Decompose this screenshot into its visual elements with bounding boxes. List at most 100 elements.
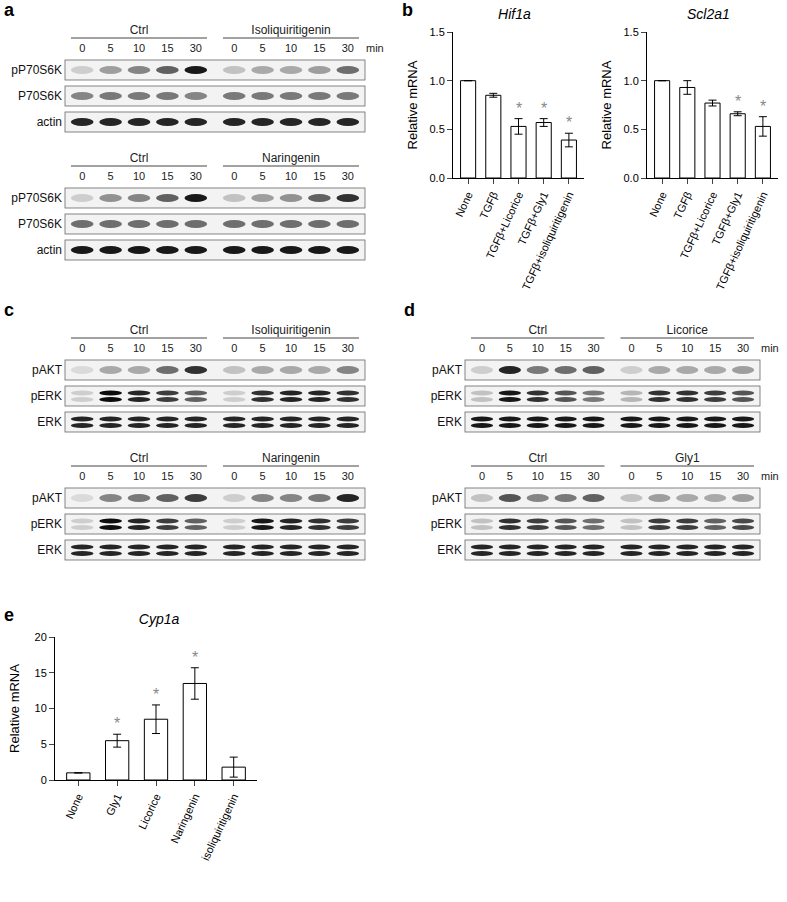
svg-text:15: 15 (161, 42, 173, 54)
svg-text:10: 10 (532, 470, 544, 482)
svg-text:ERK: ERK (437, 415, 462, 429)
svg-text:5: 5 (260, 42, 266, 54)
svg-text:pAKT: pAKT (432, 491, 463, 505)
svg-text:P70S6K: P70S6K (18, 89, 62, 103)
svg-text:Gly1: Gly1 (104, 792, 124, 818)
svg-text:5: 5 (656, 342, 662, 354)
svg-text:a: a (4, 0, 15, 20)
svg-text:5: 5 (108, 42, 114, 54)
svg-text:TGFβ: TGFβ (671, 190, 694, 221)
svg-text:None: None (647, 190, 669, 219)
svg-text:0.0: 0.0 (624, 172, 639, 184)
svg-text:ERK: ERK (37, 543, 62, 557)
svg-text:30: 30 (342, 342, 354, 354)
svg-text:5: 5 (260, 342, 266, 354)
svg-text:*: * (192, 649, 198, 666)
svg-text:TGFβ+Licorice: TGFβ+Licorice (484, 190, 526, 261)
svg-text:1.0: 1.0 (430, 75, 445, 87)
svg-text:5: 5 (260, 170, 266, 182)
svg-text:10: 10 (35, 702, 47, 714)
svg-text:10: 10 (133, 42, 145, 54)
svg-text:d: d (404, 300, 415, 320)
svg-text:10: 10 (285, 470, 297, 482)
svg-text:Hif1a: Hif1a (498, 6, 531, 22)
svg-text:5: 5 (108, 342, 114, 354)
svg-text:Gly1: Gly1 (675, 451, 700, 465)
svg-text:10: 10 (681, 470, 693, 482)
svg-text:*: * (516, 100, 522, 117)
svg-text:*: * (760, 98, 766, 115)
svg-text:Isoliquiritigenin: Isoliquiritigenin (251, 323, 330, 337)
svg-text:TGFβ+Licorice: TGFβ+Licorice (678, 190, 720, 261)
svg-text:Relative mRNA: Relative mRNA (7, 664, 22, 753)
svg-text:15: 15 (313, 470, 325, 482)
svg-text:*: * (541, 100, 547, 117)
svg-text:pP70S6K: pP70S6K (11, 63, 62, 77)
svg-text:5: 5 (41, 738, 47, 750)
svg-text:5: 5 (656, 470, 662, 482)
svg-text:Ctrl: Ctrl (528, 323, 547, 337)
svg-text:Ctrl: Ctrl (130, 151, 149, 165)
svg-text:0: 0 (231, 342, 237, 354)
svg-text:*: * (735, 93, 741, 110)
svg-text:c: c (4, 300, 14, 320)
svg-text:30: 30 (342, 170, 354, 182)
svg-text:10: 10 (285, 42, 297, 54)
svg-text:15: 15 (313, 42, 325, 54)
svg-text:Isoliquiritigenin: Isoliquiritigenin (251, 23, 330, 37)
svg-text:5: 5 (108, 170, 114, 182)
svg-text:0: 0 (479, 470, 485, 482)
svg-text:5: 5 (507, 342, 513, 354)
svg-text:Relative mRNA: Relative mRNA (599, 60, 614, 149)
svg-text:Relative mRNA: Relative mRNA (405, 60, 420, 149)
svg-text:15: 15 (35, 667, 47, 679)
svg-text:ERK: ERK (37, 415, 62, 429)
svg-text:30: 30 (737, 470, 749, 482)
svg-text:30: 30 (587, 470, 599, 482)
svg-text:15: 15 (313, 342, 325, 354)
svg-text:None: None (63, 792, 85, 821)
svg-text:Licorice: Licorice (136, 792, 163, 831)
svg-text:TGFβ+isoliquiritigenin: TGFβ+isoliquiritigenin (520, 190, 576, 292)
svg-text:30: 30 (587, 342, 599, 354)
svg-text:isoliquiritigenin: isoliquiritigenin (199, 792, 240, 862)
svg-text:pP70S6K: pP70S6K (11, 191, 62, 205)
svg-text:15: 15 (161, 470, 173, 482)
svg-text:pAKT: pAKT (32, 363, 63, 377)
svg-text:pERK: pERK (431, 389, 462, 403)
svg-text:5: 5 (108, 470, 114, 482)
svg-text:0: 0 (79, 470, 85, 482)
svg-text:0.5: 0.5 (430, 123, 445, 135)
svg-text:0: 0 (628, 342, 634, 354)
svg-text:0: 0 (231, 170, 237, 182)
svg-text:30: 30 (737, 342, 749, 354)
svg-text:min: min (366, 42, 384, 54)
svg-text:0: 0 (628, 470, 634, 482)
svg-text:0: 0 (79, 170, 85, 182)
svg-text:Ctrl: Ctrl (528, 451, 547, 465)
svg-text:0.0: 0.0 (430, 172, 445, 184)
svg-text:0: 0 (41, 774, 47, 786)
svg-text:0: 0 (231, 470, 237, 482)
svg-text:0.5: 0.5 (624, 123, 639, 135)
svg-text:10: 10 (532, 342, 544, 354)
svg-text:Naringenin: Naringenin (168, 792, 201, 845)
svg-text:30: 30 (190, 342, 202, 354)
svg-text:10: 10 (133, 170, 145, 182)
svg-text:TGFβ: TGFβ (477, 190, 500, 221)
svg-text:TGFβ+Gly1: TGFβ+Gly1 (515, 190, 550, 247)
svg-text:Naringenin: Naringenin (262, 151, 320, 165)
svg-text:min: min (761, 342, 779, 354)
svg-text:Ctrl: Ctrl (130, 323, 149, 337)
svg-text:15: 15 (560, 342, 572, 354)
svg-text:10: 10 (133, 470, 145, 482)
svg-text:Naringenin: Naringenin (262, 451, 320, 465)
svg-text:1.0: 1.0 (624, 75, 639, 87)
svg-text:1.5: 1.5 (624, 26, 639, 38)
svg-text:actin: actin (37, 243, 62, 257)
svg-text:P70S6K: P70S6K (18, 217, 62, 231)
svg-text:pERK: pERK (31, 517, 62, 531)
svg-text:pERK: pERK (31, 389, 62, 403)
svg-text:15: 15 (709, 470, 721, 482)
svg-text:1.5: 1.5 (430, 26, 445, 38)
